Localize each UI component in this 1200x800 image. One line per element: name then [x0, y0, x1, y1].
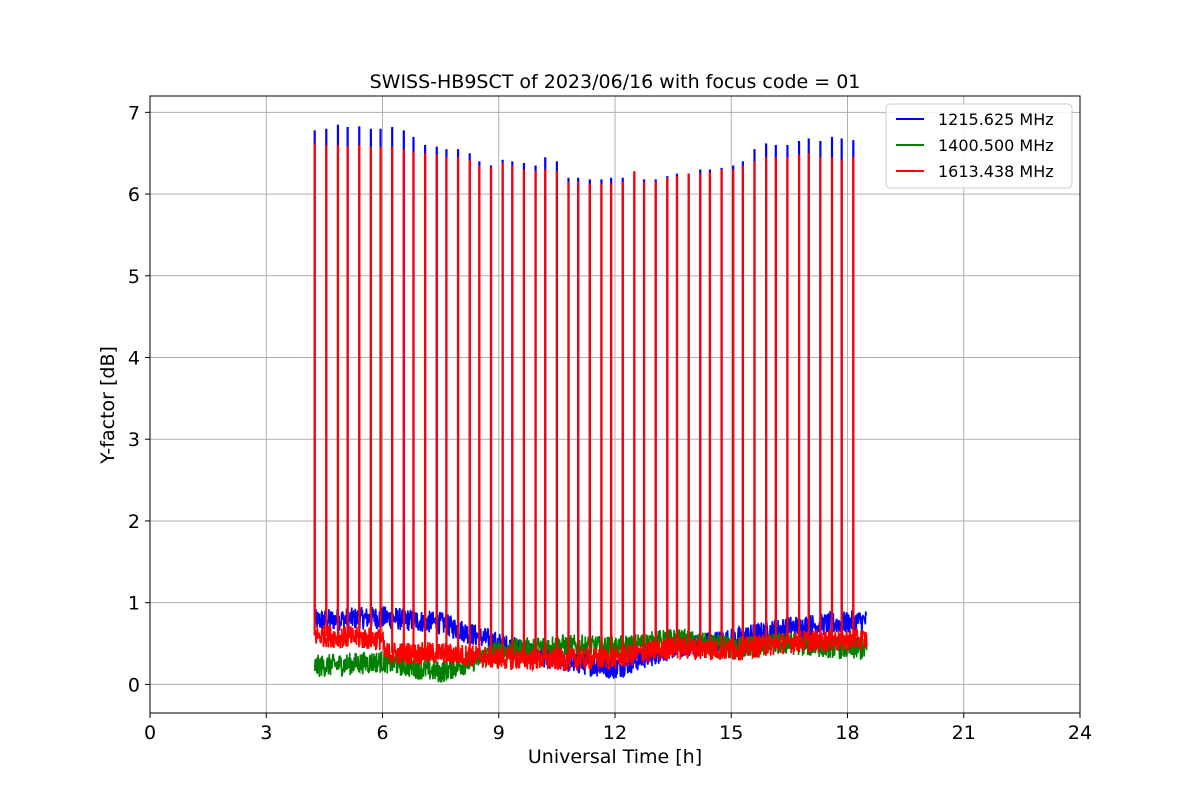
y-tick-label: 4 [128, 348, 140, 370]
x-tick-label: 0 [144, 722, 156, 744]
y-tick-label: 2 [128, 511, 140, 533]
x-tick-label: 21 [952, 722, 976, 744]
legend: 1215.625 MHz 1400.500 MHz 1613.438 MHz [885, 103, 1073, 189]
x-tick-label: 3 [260, 722, 272, 744]
x-axis-label: Universal Time [h] [528, 746, 702, 768]
y-axis-label: Y-factor [dB] [97, 346, 119, 465]
plot-area [313, 124, 868, 684]
legend-label: 1400.500 MHz [938, 136, 1054, 155]
y-tick-label: 5 [128, 266, 140, 288]
y-tick-label: 1 [128, 593, 140, 615]
y-tick-label: 6 [128, 184, 140, 206]
series-2 [313, 143, 868, 672]
x-tick-label: 9 [493, 722, 505, 744]
chart-title: SWISS-HB9SCT of 2023/06/16 with focus co… [370, 71, 861, 93]
x-tick-label: 6 [376, 722, 388, 744]
x-tick-label: 18 [835, 722, 859, 744]
y-tick-label: 0 [128, 674, 140, 696]
x-tick-label: 12 [603, 722, 627, 744]
legend-label: 1215.625 MHz [938, 110, 1054, 129]
y-tick-label: 3 [128, 429, 140, 451]
x-tick-label: 15 [719, 722, 743, 744]
legend-label: 1613.438 MHz [938, 162, 1054, 181]
legend-box [885, 103, 1073, 189]
x-tick-label: 24 [1068, 722, 1092, 744]
y-tick-label: 7 [128, 102, 140, 124]
